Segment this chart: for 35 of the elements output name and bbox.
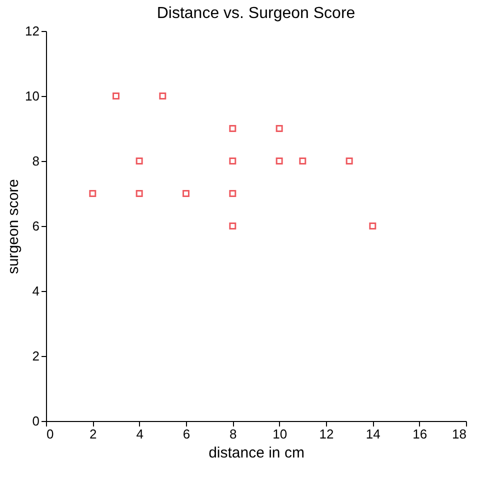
x-tick-label: 14 (366, 426, 380, 442)
y-tick-label: 0 (32, 414, 40, 428)
point (182, 190, 190, 197)
y-tick-label: 10 (25, 88, 40, 104)
x-tick-label: 10 (272, 426, 288, 442)
x-tick-label: 18 (452, 426, 466, 442)
y-tick-label: 8 (32, 154, 40, 168)
point (276, 158, 283, 164)
point (136, 158, 143, 164)
point (112, 92, 120, 100)
point (369, 222, 376, 230)
point (159, 92, 166, 100)
x-tick-label: 16 (412, 426, 428, 442)
x-tick-label: 8 (230, 426, 237, 442)
x-tick-label: 2 (90, 426, 97, 442)
y-tick-label: 12 (25, 24, 40, 38)
x-tick-label: 6 (182, 426, 190, 442)
x-tick-label: 4 (136, 426, 144, 442)
point (276, 125, 283, 132)
x-tick-label: 12 (319, 426, 334, 442)
point (346, 158, 353, 164)
y-tick-label: 6 (32, 218, 40, 234)
y-axis-title: surgeon score (5, 178, 22, 274)
y-tick-label: 4 (32, 284, 40, 298)
x-axis-title: distance in cm (208, 444, 304, 462)
point (229, 158, 236, 164)
point (229, 125, 236, 132)
point (136, 190, 143, 197)
point (229, 222, 236, 230)
chart-title: Distance vs. Surgeon Score (156, 5, 356, 22)
point (299, 158, 306, 164)
y-tick-label: 2 (32, 348, 40, 364)
point (89, 190, 96, 197)
x-tick-label: 0 (46, 426, 54, 442)
point (229, 190, 236, 197)
